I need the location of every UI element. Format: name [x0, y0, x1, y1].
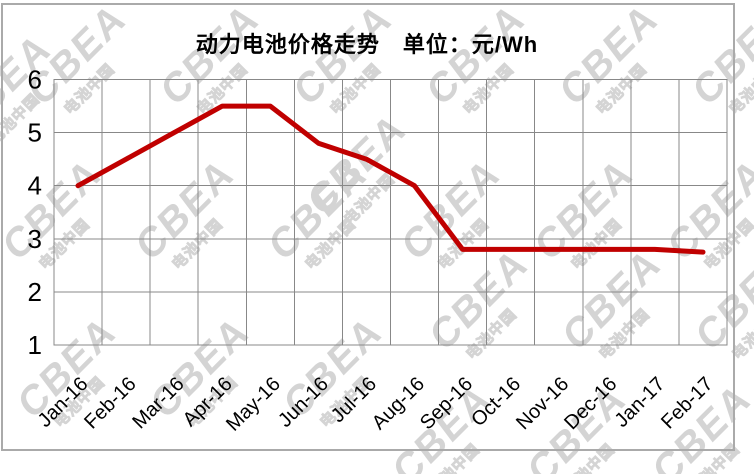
x-tick: May-16 — [222, 373, 285, 436]
x-tick-label: Dec-16 — [560, 373, 621, 434]
x-tick-label: Aug-16 — [368, 373, 429, 434]
x-tick-label: Feb-17 — [657, 373, 717, 433]
plot-area-border — [53, 79, 728, 346]
x-tick-label: Jan-16 — [34, 373, 93, 432]
x-tick: Aug-16 — [368, 373, 429, 434]
x-tick: Sep-16 — [416, 373, 477, 434]
x-tick-label: Nov-16 — [512, 373, 573, 434]
x-tick-label: Jan-17 — [611, 373, 670, 432]
x-tick: Nov-16 — [512, 373, 573, 434]
x-tick: Feb-16 — [80, 373, 140, 433]
y-tick-label: 3 — [28, 224, 42, 254]
x-tick: Feb-17 — [657, 373, 717, 433]
y-tick-label: 1 — [28, 330, 42, 360]
chart-title: 动力电池价格走势 单位：元/Wh — [195, 32, 539, 57]
x-tick-label: Sep-16 — [416, 373, 477, 434]
y-tick-label: 5 — [28, 118, 42, 148]
x-tick: Dec-16 — [560, 373, 621, 434]
y-tick-label: 4 — [28, 171, 42, 201]
price-line-series — [75, 103, 706, 255]
x-tick: Jan-16 — [34, 373, 93, 432]
x-tick-label: Mar-16 — [128, 373, 188, 433]
y-tick-label: 2 — [28, 277, 42, 307]
x-tick-label: Feb-16 — [80, 373, 140, 433]
x-tick: Jan-17 — [611, 373, 670, 432]
y-tick-label: 6 — [28, 65, 42, 95]
x-tick-label: Jun-16 — [274, 373, 333, 432]
x-tick: Mar-16 — [128, 373, 188, 433]
x-tick: Jun-16 — [274, 373, 333, 432]
x-tick-label: May-16 — [222, 373, 285, 436]
